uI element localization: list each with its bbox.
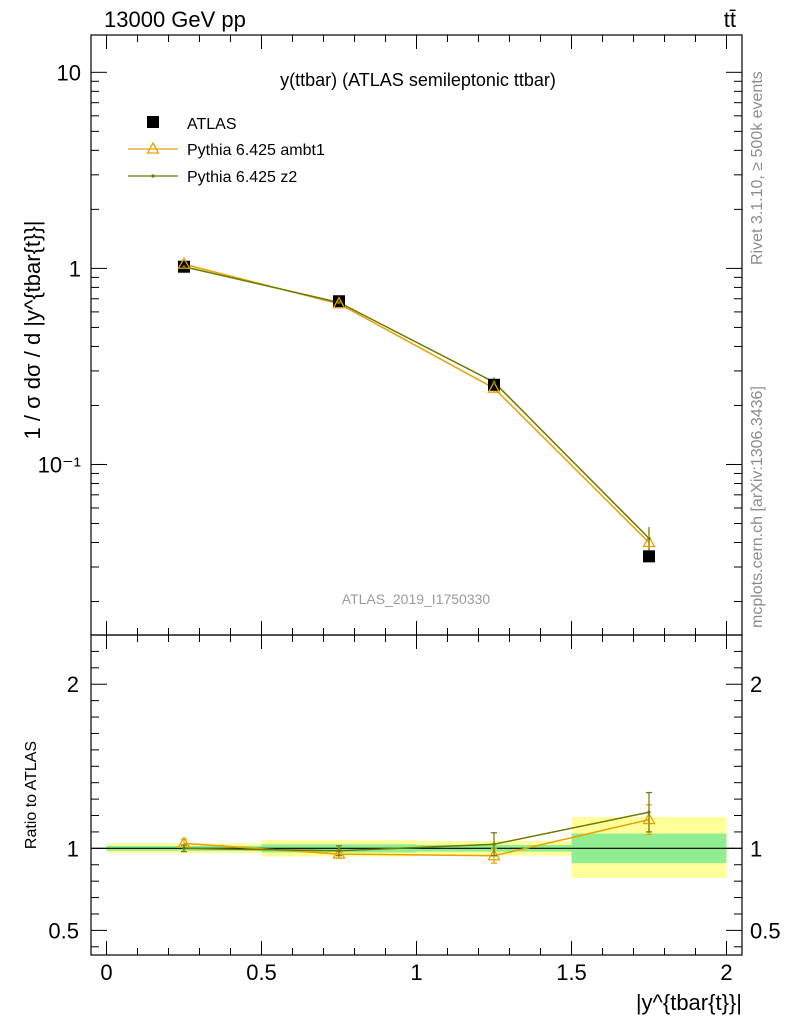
legend-z2-label: Pythia 6.425 z2 xyxy=(187,169,297,186)
main-axis-ticks xyxy=(91,35,742,649)
ratio-y-tick-label-right: 2 xyxy=(750,672,762,697)
legend-atlas-label: ATLAS xyxy=(187,116,237,133)
ratio-z2-point xyxy=(492,842,496,846)
ratio-y-tick-label: 0.5 xyxy=(48,918,79,943)
ratio-z2-point xyxy=(647,810,651,814)
legend-atlas-marker xyxy=(147,116,159,128)
analysis-watermark: ATLAS_2019_I1750330 xyxy=(342,591,491,607)
ratio-y-tick-label-right: 0.5 xyxy=(750,918,781,943)
x-tick-label: 2 xyxy=(720,960,732,985)
ratio-frame xyxy=(90,634,743,956)
y-tick-label: 10 xyxy=(57,60,81,85)
ratio-y-tick-label: 2 xyxy=(67,672,79,697)
ratio-data-marks xyxy=(177,791,656,864)
ratio-y-axis-label: Ratio to ATLAS xyxy=(23,741,40,849)
x-tick-labels: 0 0.5 1 1.5 2 xyxy=(100,960,732,985)
ratio-y-tick-label-right: 1 xyxy=(750,836,762,861)
main-data-marks xyxy=(177,256,656,563)
z2-point xyxy=(492,380,496,384)
x-tick-label: 1.5 xyxy=(556,960,587,985)
z2-point xyxy=(182,265,186,269)
legend-ambt1-label: Pythia 6.425 ambt1 xyxy=(187,142,325,159)
ratio-ambt1-point xyxy=(487,848,501,861)
legend: ATLAS Pythia 6.425 ambt1 Pythia 6.425 z2 xyxy=(128,116,325,186)
ratio-y-tick-labels: 2 2 1 1 0.5 0.5 xyxy=(48,672,780,943)
legend-ambt1-marker xyxy=(146,141,160,154)
series-line-2 xyxy=(183,265,650,539)
atlas-data-point xyxy=(643,550,655,563)
ratio-z2-point xyxy=(182,846,186,850)
ratio-z2-point xyxy=(337,849,341,853)
legend-z2-marker xyxy=(151,174,155,178)
energy-label: 13000 GeV pp xyxy=(104,7,246,32)
ratio-y-tick-label: 1 xyxy=(67,836,79,861)
y-tick-label: 1 xyxy=(69,256,81,281)
process-label: tt̄ xyxy=(724,7,736,32)
x-tick-label: 1 xyxy=(410,960,422,985)
ratio-axis-ticks xyxy=(91,650,742,955)
x-tick-label: 0 xyxy=(100,960,112,985)
series-line-1 xyxy=(183,263,650,544)
z2-point xyxy=(337,300,341,305)
ambt1-point xyxy=(642,535,656,548)
plot-title: y(ttbar) (ATLAS semileptonic ttbar) xyxy=(280,70,556,90)
main-y-tick-labels: 10 1 10⁻¹ xyxy=(38,60,81,477)
x-tick-label: 0.5 xyxy=(246,960,277,985)
ambt1-point xyxy=(332,296,346,309)
ratio-ambt1-point xyxy=(332,846,346,859)
ambt1-point xyxy=(487,380,501,393)
y-tick-label: 10⁻¹ xyxy=(38,452,81,477)
ratio-line-1 xyxy=(183,811,650,852)
z2-point xyxy=(647,536,651,540)
rivet-label: Rivet 3.1.10, ≥ 500k events xyxy=(749,71,766,265)
x-axis-label: |y^{tbar{t}}| xyxy=(636,990,742,1015)
mcplots-label: mcplots.cern.ch [arXiv:1306.3436] xyxy=(749,386,766,628)
ratio-line-0 xyxy=(183,818,650,857)
main-y-axis-label: 1 / σ dσ / d |y^{tbar{t}}| xyxy=(20,221,45,440)
